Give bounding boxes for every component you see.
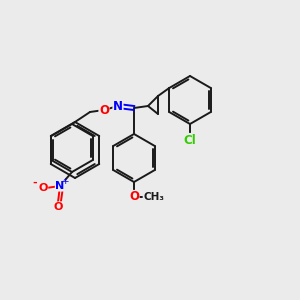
Text: O: O	[129, 190, 139, 203]
Text: +: +	[61, 178, 69, 187]
Text: N: N	[113, 100, 123, 112]
Text: Cl: Cl	[184, 134, 196, 146]
Text: O: O	[38, 183, 48, 193]
Text: CH₃: CH₃	[144, 192, 165, 202]
Text: O: O	[53, 202, 63, 212]
Text: O: O	[99, 103, 109, 116]
Text: -: -	[33, 178, 37, 188]
Text: N: N	[56, 181, 64, 191]
